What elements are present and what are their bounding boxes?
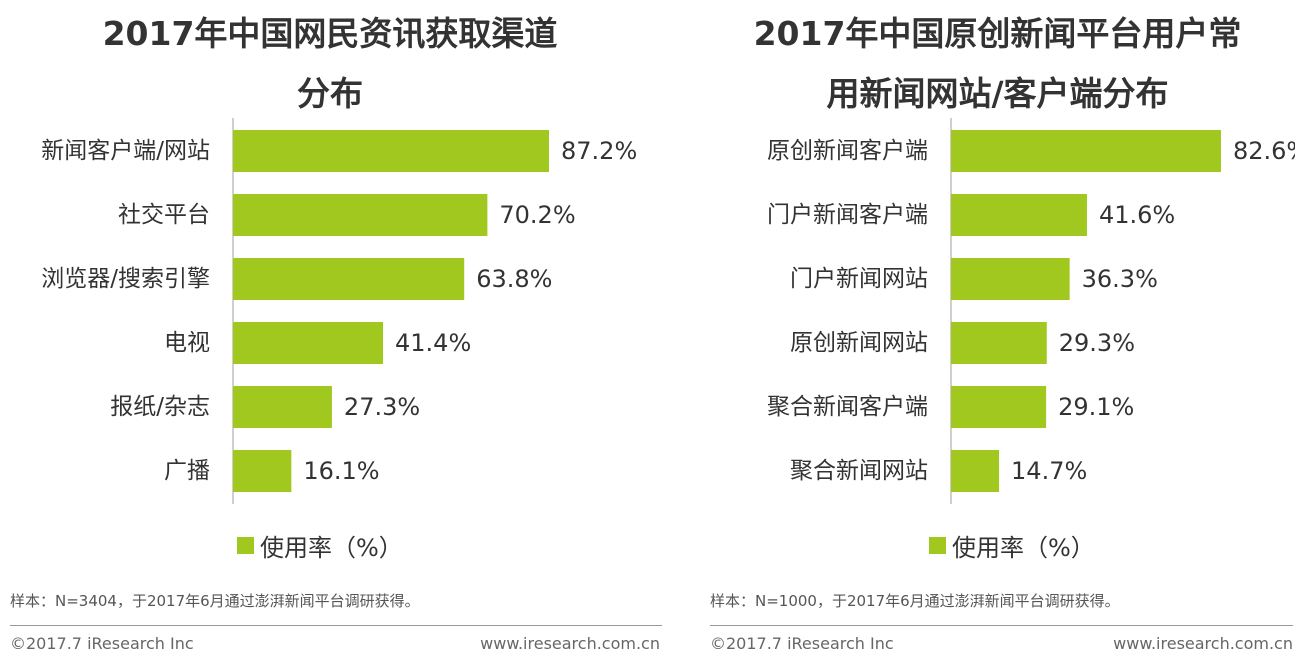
value-label-1: 87.2% <box>561 137 637 165</box>
category-label-3: 门户新闻网站 <box>790 266 928 292</box>
value-label-6: 16.1% <box>303 457 379 485</box>
chart-title: 2017年中国原创新闻平台用户常 用新闻网站/客户端分布 <box>700 4 1295 124</box>
value-label-3: 36.3% <box>1082 265 1158 293</box>
category-label-6: 聚合新闻网站 <box>790 458 928 484</box>
chart-panel-left: 2017年中国网民资讯获取渠道 分布 新闻客户端/网站 87.2% 社交平台 70.2… <box>10 4 662 653</box>
category-label-6: 广播 <box>164 458 210 484</box>
value-label-5: 27.3% <box>344 393 420 421</box>
value-label-4: 41.4% <box>395 329 471 357</box>
category-label-5: 报纸/杂志 <box>110 394 210 420</box>
value-label-2: 70.2% <box>499 201 575 229</box>
copyright-text: ©2017.7 iResearch Inc <box>10 634 194 653</box>
legend-label: 使用率（%） <box>952 534 1095 562</box>
chart-title-line-2: 用新闻网站/客户端分布 <box>826 74 1169 113</box>
bar-2 <box>233 194 488 236</box>
bar-chart-news-platforms: 原创新闻客户端 82.6% 门户新闻客户端 41.6% 门户新闻网站 36.3% 原创新闻网… <box>767 118 1295 504</box>
category-label-2: 门户新闻客户端 <box>767 202 928 228</box>
bar-chart-news-channels: 新闻客户端/网站 87.2% 社交平台 70.2% 浏览器/搜索引擎 63.8% 电视 41.… <box>41 118 637 504</box>
footer-divider <box>710 625 1293 626</box>
bar-4 <box>951 322 1047 364</box>
chart-panel-right: 2017年中国原创新闻平台用户常 用新闻网站/客户端分布 原创新闻客户端 82.6… <box>700 0 1295 662</box>
bar-2 <box>951 194 1087 236</box>
value-label-4: 29.3% <box>1059 329 1135 357</box>
bar-6 <box>951 450 1000 492</box>
category-label-5: 聚合新闻客户端 <box>767 394 928 420</box>
bar-1 <box>951 130 1221 172</box>
value-label-1: 82.6% <box>1233 137 1295 165</box>
sample-note: 样本：N=3404，于2017年6月通过澎湃新闻平台调研获得。 <box>10 592 420 610</box>
bar-5 <box>233 386 332 428</box>
legend-label: 使用率（%） <box>260 534 403 562</box>
website-link[interactable]: www.iresearch.com.cn <box>480 634 660 653</box>
bar-3 <box>233 258 465 300</box>
chart-title-line-2: 分布 <box>297 74 363 113</box>
chart-title-line-1: 2017年中国网民资讯获取渠道 <box>102 14 558 53</box>
value-label-3: 63.8% <box>476 265 552 293</box>
value-label-2: 41.6% <box>1099 201 1175 229</box>
copyright-text: ©2017.7 iResearch Inc <box>710 634 894 653</box>
value-label-5: 29.1% <box>1058 393 1134 421</box>
category-label-1: 新闻客户端/网站 <box>41 138 210 164</box>
chart-title: 2017年中国网民资讯获取渠道 分布 <box>30 4 630 124</box>
website-link[interactable]: www.iresearch.com.cn <box>1113 634 1293 653</box>
chart-legend: 使用率（%） <box>237 528 403 563</box>
category-label-3: 浏览器/搜索引擎 <box>41 266 210 292</box>
footer-divider <box>10 625 662 626</box>
bar-4 <box>233 322 384 364</box>
category-label-4: 电视 <box>164 330 210 356</box>
value-label-6: 14.7% <box>1011 457 1087 485</box>
chart-title-line-1: 2017年中国原创新闻平台用户常 <box>753 14 1242 53</box>
category-label-4: 原创新闻网站 <box>790 330 928 356</box>
bar-6 <box>233 450 292 492</box>
bar-3 <box>951 258 1070 300</box>
bar-5 <box>951 386 1047 428</box>
legend-swatch <box>237 537 254 554</box>
bar-1 <box>233 130 549 172</box>
category-label-1: 原创新闻客户端 <box>767 138 928 164</box>
sample-note: 样本：N=1000，于2017年6月通过澎湃新闻平台调研获得。 <box>710 592 1120 610</box>
legend-swatch <box>929 537 946 554</box>
chart-legend: 使用率（%） <box>929 528 1095 563</box>
category-label-2: 社交平台 <box>118 202 210 228</box>
